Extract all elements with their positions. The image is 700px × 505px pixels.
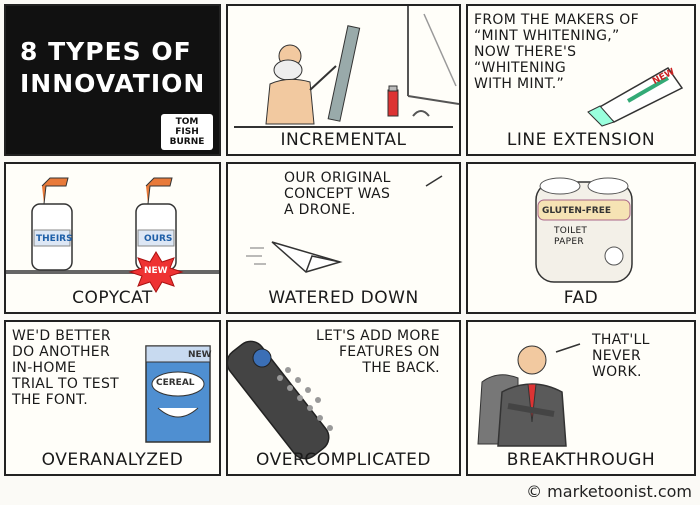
caption-line-extension: LINE EXTENSION [506,130,656,150]
remote-control-illustration [228,340,333,460]
caption-copycat: COPYCAT [72,288,153,308]
panel-overcomplicated: LET'S ADD MORE FEATURES ON THE BACK. OVE… [226,320,461,476]
counter-line [234,126,453,128]
speech-overcomplicated: LET'S ADD MORE FEATURES ON THE BACK. [316,328,440,376]
caption-watered-down: WATERED DOWN [268,288,419,308]
caption-breakthrough: BREAKTHROUGH [506,450,656,470]
caption-fad: FAD [563,288,599,308]
cereal-box-illustration [145,345,211,443]
copycat-illustration [6,177,219,293]
label-theirs: THEIRS [36,234,73,244]
gluten-free-label: GLUTEN-FREE [542,206,612,216]
site-credit: © marketoonist.com [526,482,692,501]
paper-plane-illustration [246,175,443,273]
cereal-label: CEREAL [156,378,195,388]
toilet-paper-illustration [535,177,633,283]
panel-watered-down: OUR ORIGINAL CONCEPT WAS A DRONE. WATERE… [226,162,461,314]
author-tag: TOM FISH BURNE [161,114,213,150]
executive-illustration [477,343,581,447]
panel-fad: GLUTEN-FREE TOILET PAPER FAD [466,162,696,314]
caption-incremental: INCREMENTAL [280,130,407,150]
speech-line-extension: FROM THE MAKERS OF “MINT WHITENING,” NOW… [474,12,639,92]
panel-copycat: THEIRS OURS NEW COPYCAT [4,162,221,314]
toothpaste-illustration [587,67,684,127]
comic-title: 8 TYPES OF INNOVATION [20,37,206,98]
panel-breakthrough: THAT'LL NEVER WORK. BREAKTHROUGH [466,320,696,476]
panel-line-extension: FROM THE MAKERS OF “MINT WHITENING,” NOW… [466,4,696,156]
panel-incremental: INCREMENTAL [226,4,461,156]
speech-watered-down: OUR ORIGINAL CONCEPT WAS A DRONE. [284,170,391,218]
cereal-new-tag: NEW [188,350,212,360]
toilet-paper-label: TOILET PAPER [554,226,588,247]
title-panel: 8 TYPES OF INNOVATION TOM FISH BURNE [4,4,221,156]
caption-overanalyzed: OVERANALYZED [41,450,184,470]
panel-overanalyzed: WE'D BETTER DO ANOTHER IN-HOME TRIAL TO … [4,320,221,476]
speech-breakthrough: THAT'LL NEVER WORK. [592,332,650,380]
label-ours: OURS [144,234,173,244]
burst-new: NEW [144,266,168,276]
speech-overanalyzed: WE'D BETTER DO ANOTHER IN-HOME TRIAL TO … [12,328,119,408]
incremental-illustration [265,6,459,125]
caption-overcomplicated: OVERCOMPLICATED [256,450,431,470]
